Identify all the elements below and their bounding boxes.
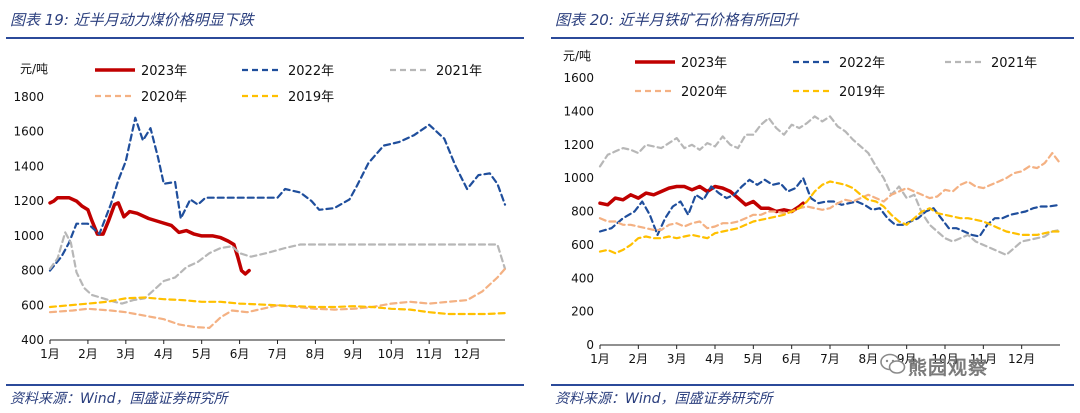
legend-label: 2019年	[839, 85, 885, 100]
series-line-2022年	[48, 116, 507, 272]
legend-label: 2022年	[839, 56, 885, 71]
source-note: 资料来源：Wind，国盛证券研究所	[10, 391, 228, 407]
y-tick-label: 800	[571, 205, 594, 219]
y-tick-label: 200	[571, 305, 594, 319]
y-axis-label: 元/吨	[20, 62, 48, 76]
y-tick-label: 400	[21, 333, 44, 347]
legend-label: 2023年	[141, 64, 187, 79]
x-tick-label: 7月	[820, 352, 840, 366]
x-tick-label: 5月	[192, 347, 212, 361]
x-tick-label: 11月	[416, 347, 443, 361]
series-line-2021年	[48, 231, 507, 305]
y-tick-label: 1600	[13, 125, 44, 139]
y-tick-label: 1000	[563, 171, 594, 185]
y-tick-label: 1200	[13, 194, 44, 208]
series-line-2020年	[48, 267, 507, 329]
figure-20: 图表 20: 近半月铁矿石价格有所回升 元/吨 0 200 400 600 800 1000…	[545, 0, 1080, 413]
legend-label: 2020年	[681, 85, 727, 100]
y-tick-label: 1600	[563, 71, 594, 85]
series-line-2022年	[598, 177, 1062, 238]
figure-19: 图表 19: 近半月动力煤价格明显下跌 元/吨 400 600 800 1000 1200…	[0, 0, 530, 413]
x-tick-label: 1月	[590, 352, 610, 366]
y-tick-label: 600	[21, 298, 44, 312]
x-tick-label: 7月	[268, 347, 288, 361]
figure-title: 图表 19: 近半月动力煤价格明显下跌	[10, 11, 254, 29]
legend-label: 2020年	[141, 90, 187, 105]
x-tick-label: 11月	[970, 352, 997, 366]
source-rule	[551, 384, 1074, 386]
y-tick-label: 1200	[563, 138, 594, 152]
x-tick-label: 5月	[744, 352, 764, 366]
x-tick-label: 2月	[78, 347, 98, 361]
legend-label: 2022年	[288, 64, 334, 79]
x-tick-label: 12月	[1008, 352, 1035, 366]
x-tick-label: 12月	[453, 347, 480, 361]
x-tick-label: 4月	[154, 347, 174, 361]
y-tick-label: 1400	[13, 159, 44, 173]
x-tick-label: 2月	[629, 352, 649, 366]
series-line-2023年	[48, 195, 251, 276]
source-rule	[6, 384, 524, 386]
y-tick-label: 600	[571, 238, 594, 252]
figure-title: 图表 20: 近半月铁矿石价格有所回升	[555, 11, 799, 29]
legend-label: 2023年	[681, 56, 727, 71]
x-tick-label: 8月	[306, 347, 326, 361]
title-rule	[551, 37, 1074, 39]
series-line-2021年	[598, 115, 1062, 256]
y-tick-label: 0	[586, 338, 594, 352]
series-line-2019年	[48, 296, 507, 316]
y-tick-label: 1800	[13, 90, 44, 104]
legend-label: 2021年	[991, 56, 1037, 71]
x-tick-label: 4月	[705, 352, 725, 366]
x-tick-label: 6月	[782, 352, 802, 366]
legend-label: 2021年	[436, 64, 482, 79]
watermark: 熊园观察	[908, 357, 989, 379]
x-tick-label: 10月	[378, 347, 405, 361]
x-tick-label: 3月	[116, 347, 136, 361]
wechat-icon	[880, 353, 906, 374]
y-tick-label: 1000	[13, 229, 44, 243]
x-tick-label: 9月	[344, 347, 364, 361]
title-rule	[6, 37, 524, 39]
y-tick-label: 1400	[563, 104, 594, 118]
y-axis-label: 元/吨	[563, 49, 591, 63]
y-tick-label: 400	[571, 271, 594, 285]
x-tick-label: 6月	[230, 347, 250, 361]
source-note: 资料来源：Wind，国盛证券研究所	[555, 391, 773, 407]
x-tick-label: 3月	[667, 352, 687, 366]
series-line-2023年	[598, 184, 805, 214]
legend-label: 2019年	[288, 90, 334, 105]
series-line-2019年	[598, 180, 1062, 255]
x-tick-label: 10月	[931, 352, 958, 366]
series-line-2020年	[598, 152, 1062, 231]
coal-price-chart: 元/吨 400 600 800 1000 1200 1400 1600 1800 1月 2月 3月 4月…	[13, 62, 507, 361]
x-tick-label: 1月	[40, 347, 60, 361]
x-tick-label: 8月	[859, 352, 879, 366]
iron-ore-price-chart: 元/吨 0 200 400 600 800 1000 1200 1400 1600 1月 2月 3月 4月…	[563, 49, 1062, 366]
y-tick-label: 800	[21, 264, 44, 278]
